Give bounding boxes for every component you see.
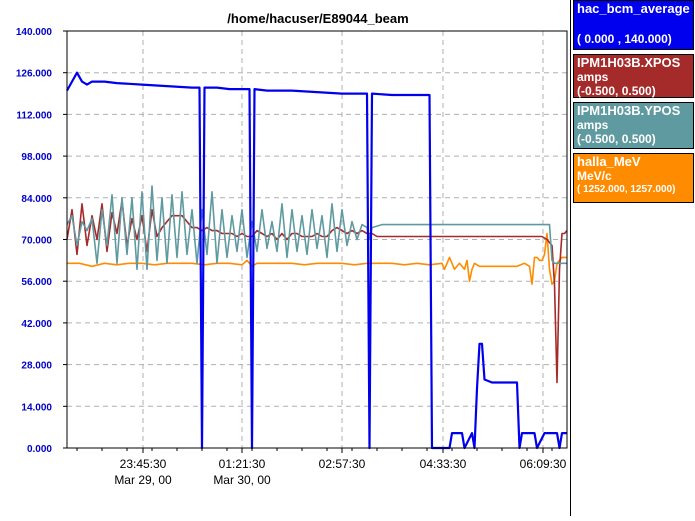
legend-entry-halla-mev[interactable]: halla_MeV MeV/c ( 1252.000, 1257.000) [573,153,694,203]
x-tick-time-label: 01:21:30 [219,457,266,471]
y-tick-label: 14.000 [21,402,52,413]
y-tick-label: 70.000 [21,236,52,247]
chart-svg: /home/hacuser/E89044_beam 140.000 126.000… [16,11,568,487]
chart-title: /home/hacuser/E89044_beam [227,11,408,26]
y-tick-label: 140.000 [16,27,53,38]
legend-series-range: ( 1252.000, 1257.000) [577,184,676,195]
series-layer [66,71,568,450]
legend-series-range: (-0.500, 0.500) [577,84,656,98]
legend-entry-ipm1h03b-ypos[interactable]: IPM1H03B.YPOS amps (-0.500, 0.500) [573,102,694,149]
legend-series-unit: MeV/c [577,169,612,183]
x-tick-time-label: 06:09:30 [520,457,567,471]
chart-area: /home/hacuser/E89044_beam 140.000 126.000… [16,11,568,487]
y-tick-label: 112.000 [16,110,52,121]
series-line-ipm1h03b-xpos [66,200,568,384]
legend-series-name: IPM1H03B.XPOS [577,55,681,70]
y-tick-label: 0.000 [27,444,52,455]
x-tick-time-label: 02:57:30 [319,457,366,471]
axis-layer: 140.000 126.000 112.000 98.000 84.000 70.000 5… [16,27,568,487]
legend-series-unit: amps [577,70,609,84]
y-tick-label: 126.000 [16,69,53,80]
series-line-hac-bcm-average [66,71,567,450]
y-tick-label: 84.000 [21,194,52,205]
legend-series-unit: amps [577,118,609,132]
grid-layer [67,31,567,448]
x-tick-date-label: Mar 30, 00 [213,473,271,487]
series-line-ipm1h03b-ypos [66,185,567,271]
y-tick-label: 98.000 [21,152,52,163]
legend-entry-ipm1h03b-xpos[interactable]: IPM1H03B.XPOS amps (-0.500, 0.500) [573,54,694,98]
x-tick-date-label: Mar 29, 00 [114,473,172,487]
y-tick-label: 42.000 [21,319,52,330]
legend-series-range: (-0.500, 0.500) [577,132,656,146]
legend-entry-hac-bcm-average[interactable]: hac_bcm_average ( 0.000 , 140.000) [573,0,694,50]
y-tick-label: 56.000 [21,277,52,288]
x-tick-time-label: 04:33:30 [420,457,467,471]
legend-panel: hac_bcm_average ( 0.000 , 140.000) IPM1H… [570,0,695,516]
series-line-halla-mev [67,232,567,285]
legend-series-range: ( 0.000 , 140.000) [577,32,672,46]
y-tick-label: 28.000 [21,361,52,372]
x-tick-time-label: 23:45:30 [120,457,167,471]
legend-series-name: halla_MeV [577,154,641,169]
legend-series-name: hac_bcm_average [577,1,690,16]
legend-series-name: IPM1H03B.YPOS [577,103,681,118]
